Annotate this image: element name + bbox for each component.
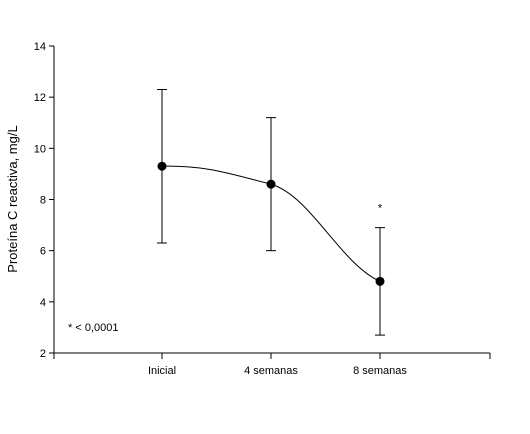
data-point xyxy=(266,179,276,189)
x-tick-label: 8 semanas xyxy=(353,365,407,377)
significance-note: * < 0,0001 xyxy=(68,322,118,334)
axes: 2 4 6 8 10 12 14 Inicial 4 semanas 8 semanas xyxy=(34,41,491,377)
significance-marker: * xyxy=(378,203,383,215)
data-point xyxy=(375,276,385,286)
error-bars xyxy=(157,88,385,336)
data-points: * xyxy=(157,161,385,286)
y-axis-title: Proteína C reactiva, mg/L xyxy=(5,125,20,272)
labels: Proteína C reactiva, mg/L * < 0,0001 xyxy=(5,125,118,334)
y-tick-label: 6 xyxy=(40,246,46,258)
y-tick-label: 2 xyxy=(40,348,46,360)
x-tick-label: 4 semanas xyxy=(244,365,298,377)
y-tick-label: 14 xyxy=(34,41,46,53)
y-tick-label: 8 xyxy=(40,195,46,207)
y-tick-label: 12 xyxy=(34,92,46,104)
data-point xyxy=(157,161,167,171)
x-tick-label: Inicial xyxy=(148,365,176,377)
y-tick-label: 4 xyxy=(40,297,46,309)
y-tick-label: 10 xyxy=(34,143,46,155)
